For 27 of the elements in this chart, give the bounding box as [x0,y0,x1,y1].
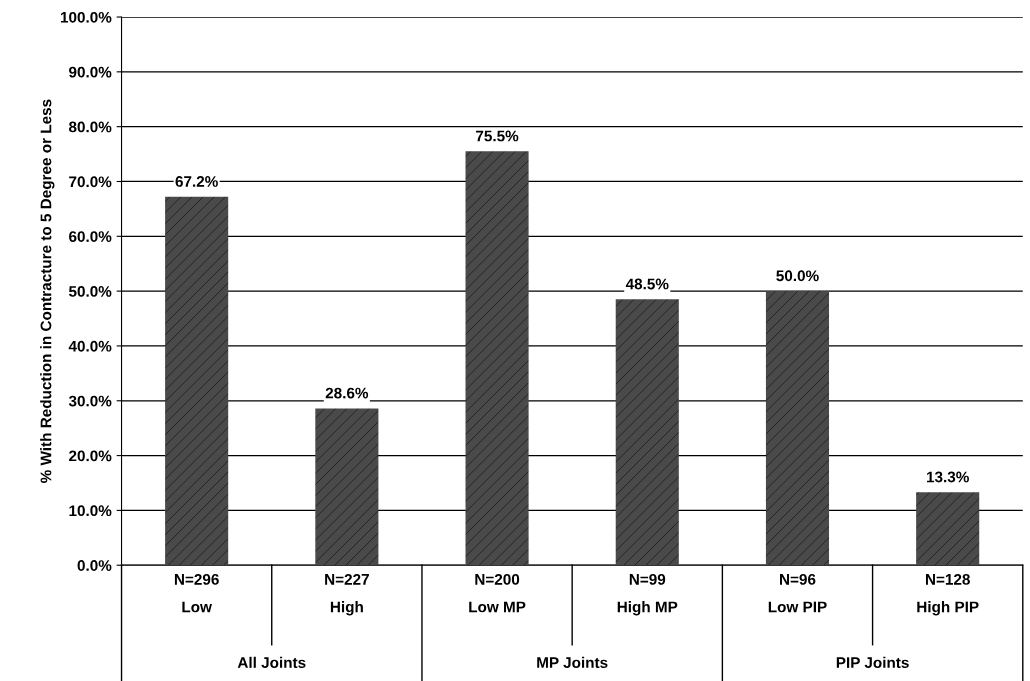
y-tick-label: 100.0% [60,11,112,23]
y-tick-label: 30.0% [68,395,112,407]
data-label: 67.2% [175,176,218,187]
y-tick-label: 60.0% [69,231,112,242]
y-axis-title: % With Reduction in Contracture to 5 Degree or Less [40,99,55,483]
data-label: 13.3% [926,471,969,483]
text: All Joints [237,656,306,669]
y-tick-label: 50.0% [68,286,112,297]
text: MP Joints [537,656,608,669]
data-label: 48.5% [625,278,669,290]
data-label: 28.6% [325,387,369,399]
y-tick-label: 10.0% [69,505,112,517]
x-tick-label: N=96 Low PIP [768,573,827,613]
data-label: 75.5% [476,130,519,142]
x-tick-label: N=200 Low MP [469,573,526,613]
y-tick-label: 0.0% [77,560,112,571]
y-tick-label: 20.0% [69,450,112,462]
x-tick-label: N=128 High PIP [917,573,979,616]
text: PIP Joints [836,656,909,669]
data-label: 50.0% [776,270,819,282]
x-tick-label: N=99 High MP [617,573,678,616]
x-tick-label: N=296 Low [174,573,219,613]
y-tick-label: 90.0% [69,66,112,78]
y-tick-label: 70.0% [69,176,112,188]
x-tick-label: N=227 High [325,573,369,616]
y-tick-label: 40.0% [68,340,112,352]
y-tick-label: 80.0% [68,121,112,133]
